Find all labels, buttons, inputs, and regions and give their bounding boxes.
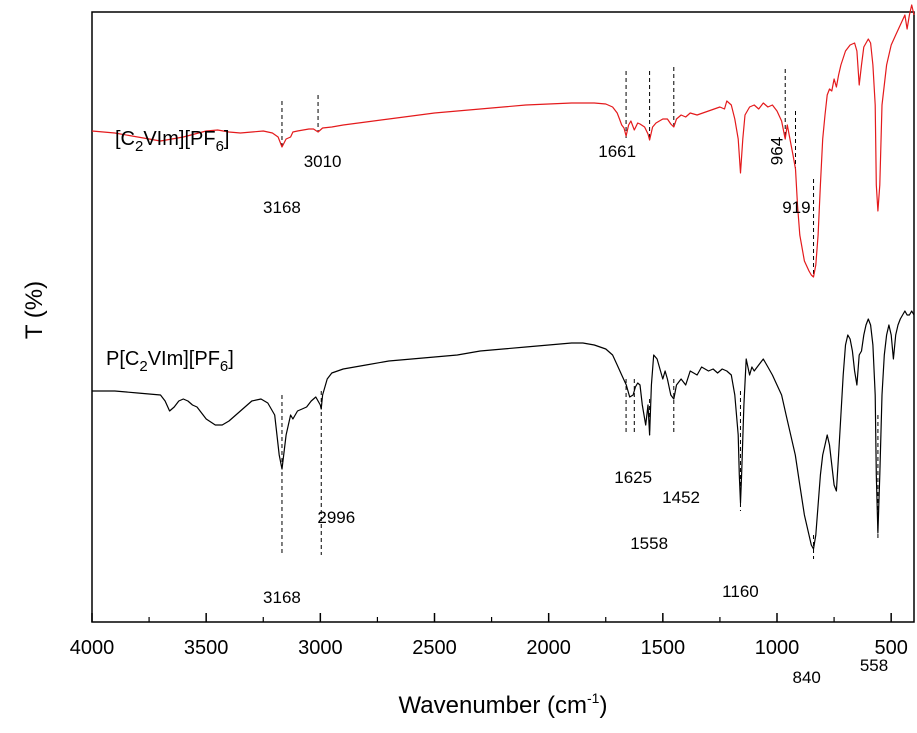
peak-label: 2996: [317, 508, 355, 527]
peak-label: 3168: [263, 588, 301, 607]
x-axis-title: Wavenumber (cm-1): [399, 690, 608, 719]
peak-label: 1625: [614, 468, 652, 487]
plot-frame: [91, 11, 915, 623]
x-tick-label: 1500: [641, 637, 686, 659]
x-tick-label: 4000: [70, 637, 115, 659]
peak-label: 3010: [304, 152, 342, 171]
x-tick-label: 3500: [184, 637, 229, 659]
series-line-monomer: [91, 4, 915, 278]
x-tick-label: 500: [874, 637, 907, 659]
peak-annotations: 3168 3010 1661 964 919 3168 2996 1625 1558 1452 11…: [263, 137, 888, 687]
peak-marker-lines: [281, 67, 879, 559]
series-label-polymer: P[C2VIm][PF6]: [106, 348, 234, 375]
x-tick-label: 2500: [412, 637, 457, 659]
x-tick-label: 1000: [755, 637, 800, 659]
peak-label: 1452: [662, 488, 700, 507]
series-line-polymer: [92, 310, 915, 550]
spectra-group: [91, 4, 915, 550]
peak-label: 558: [860, 656, 888, 675]
peak-label: 1661: [598, 142, 636, 161]
peak-label: 1558: [630, 534, 668, 553]
x-axis-ticks: 4000 3500 3000 2500 2000 1500 1000 500: [70, 613, 908, 659]
y-axis-title: T (%): [21, 281, 48, 339]
peak-label: 919: [782, 198, 810, 217]
peak-label: 840: [792, 668, 820, 687]
peak-label: 3168: [263, 198, 301, 217]
x-tick-label: 2000: [526, 637, 571, 659]
peak-label: 1160: [722, 582, 759, 601]
series-label-monomer: [C2VIm][PF6]: [115, 128, 229, 155]
peak-label: 964: [768, 137, 787, 165]
x-tick-label: 3000: [298, 637, 343, 659]
